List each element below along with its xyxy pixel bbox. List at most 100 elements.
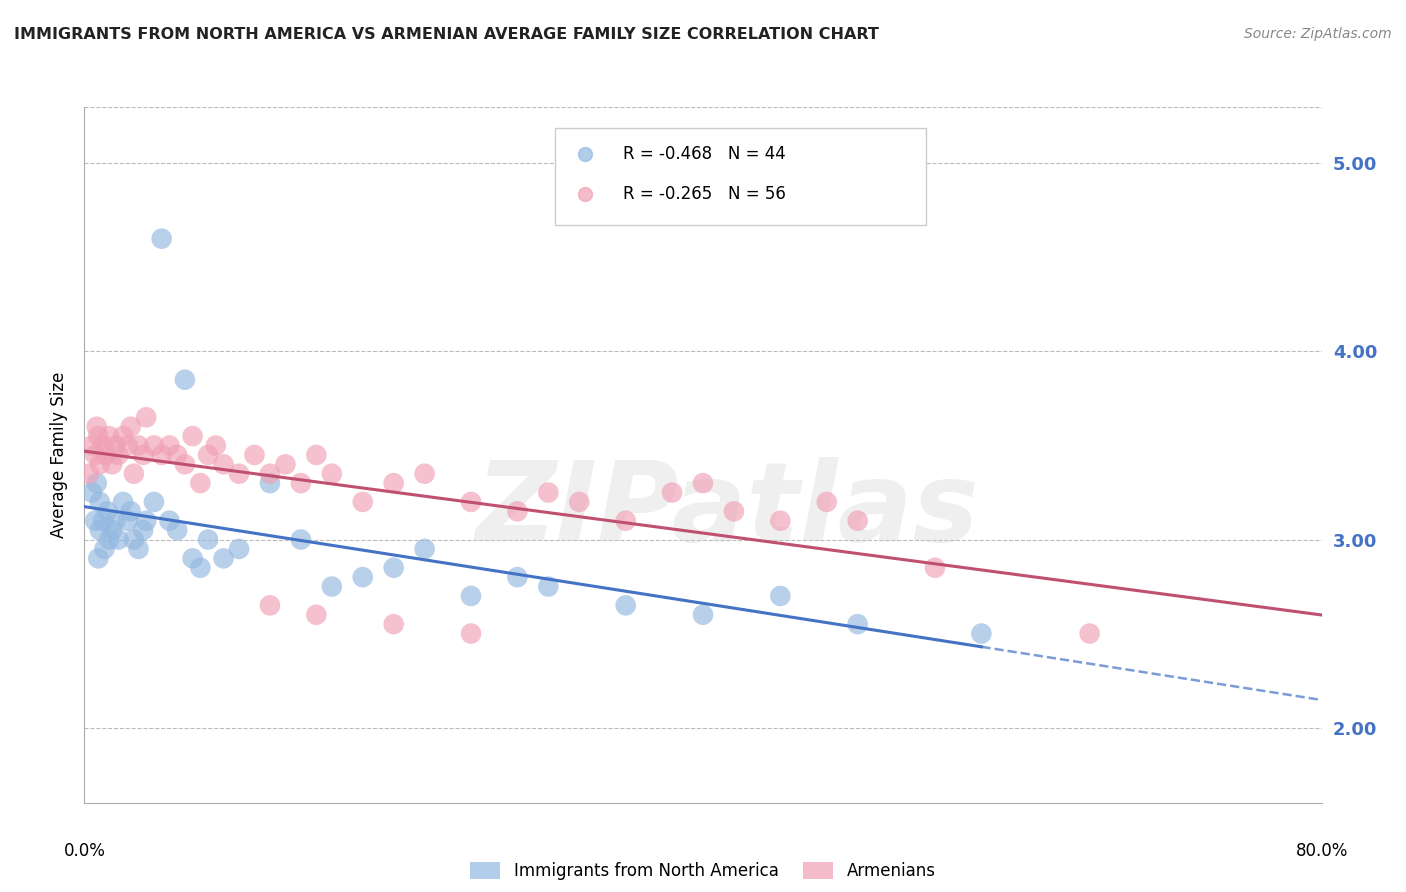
Point	[661, 485, 683, 500]
Point	[460, 589, 482, 603]
Point	[132, 523, 155, 537]
Point	[970, 626, 993, 640]
Point	[166, 523, 188, 537]
Text: IMMIGRANTS FROM NORTH AMERICA VS ARMENIAN AVERAGE FAMILY SIZE CORRELATION CHART: IMMIGRANTS FROM NORTH AMERICA VS ARMENIA…	[14, 27, 879, 42]
Point	[212, 551, 235, 566]
Point	[107, 448, 129, 462]
Point	[290, 533, 312, 547]
Point	[352, 495, 374, 509]
Text: ZIPatlas: ZIPatlas	[475, 457, 980, 564]
Point	[104, 438, 127, 452]
Point	[692, 476, 714, 491]
Point	[89, 495, 111, 509]
Point	[101, 523, 124, 537]
Text: 80.0%: 80.0%	[1295, 842, 1348, 860]
Point	[352, 570, 374, 584]
Point	[166, 448, 188, 462]
Point	[112, 495, 135, 509]
Point	[87, 429, 110, 443]
Point	[1078, 626, 1101, 640]
Point	[460, 626, 482, 640]
Legend: Immigrants from North America, Armenians: Immigrants from North America, Armenians	[465, 856, 941, 885]
Point	[382, 560, 405, 574]
Point	[117, 438, 139, 452]
Point	[94, 448, 117, 462]
Point	[86, 419, 108, 434]
Point	[382, 476, 405, 491]
Point	[98, 429, 121, 443]
Point	[159, 514, 181, 528]
Point	[846, 617, 869, 632]
Point	[181, 429, 204, 443]
Point	[82, 438, 104, 452]
Point	[413, 541, 436, 556]
Point	[104, 514, 127, 528]
Point	[506, 570, 529, 584]
Point	[89, 458, 111, 472]
Point	[143, 438, 166, 452]
Point	[93, 541, 115, 556]
Point	[150, 232, 173, 246]
Point	[91, 438, 114, 452]
Point	[82, 485, 104, 500]
Point	[723, 504, 745, 518]
Point	[321, 467, 343, 481]
Point	[174, 458, 197, 472]
Y-axis label: Average Family Size: Average Family Size	[51, 372, 69, 538]
Point	[290, 476, 312, 491]
Point	[159, 438, 181, 452]
Point	[537, 485, 560, 500]
Point	[205, 438, 228, 452]
Point	[101, 458, 124, 472]
Point	[305, 448, 328, 462]
Point	[120, 419, 142, 434]
Point	[382, 617, 405, 632]
Point	[77, 467, 100, 481]
Point	[122, 467, 145, 481]
Point	[122, 533, 145, 547]
Point	[769, 589, 792, 603]
Point	[84, 448, 107, 462]
Point	[143, 495, 166, 509]
Point	[97, 504, 120, 518]
Point	[135, 514, 157, 528]
Point	[89, 523, 111, 537]
Text: 0.0%: 0.0%	[63, 842, 105, 860]
Point	[228, 541, 250, 556]
Point	[87, 551, 110, 566]
Point	[188, 476, 212, 491]
Text: R = -0.468   N = 44: R = -0.468 N = 44	[623, 145, 786, 163]
Point	[120, 504, 142, 518]
Point	[86, 476, 108, 491]
Point	[212, 458, 235, 472]
Point	[506, 504, 529, 518]
Point	[181, 551, 204, 566]
Point	[197, 448, 219, 462]
Point	[132, 448, 155, 462]
Point	[815, 495, 838, 509]
Point	[413, 467, 436, 481]
Point	[537, 580, 560, 594]
Point	[568, 495, 591, 509]
Text: Source: ZipAtlas.com: Source: ZipAtlas.com	[1244, 27, 1392, 41]
Point	[107, 533, 129, 547]
Point	[274, 458, 297, 472]
Point	[128, 438, 150, 452]
Point	[769, 514, 792, 528]
Point	[259, 467, 281, 481]
Point	[924, 560, 946, 574]
Point	[692, 607, 714, 622]
Point	[305, 607, 328, 622]
Point	[117, 514, 139, 528]
Point	[197, 533, 219, 547]
Point	[174, 373, 197, 387]
Point	[150, 448, 173, 462]
Point	[128, 541, 150, 556]
Point	[321, 580, 343, 594]
Point	[188, 560, 212, 574]
Point	[91, 514, 114, 528]
Point	[259, 476, 281, 491]
Point	[228, 467, 250, 481]
Point	[84, 514, 107, 528]
FancyBboxPatch shape	[554, 128, 925, 226]
